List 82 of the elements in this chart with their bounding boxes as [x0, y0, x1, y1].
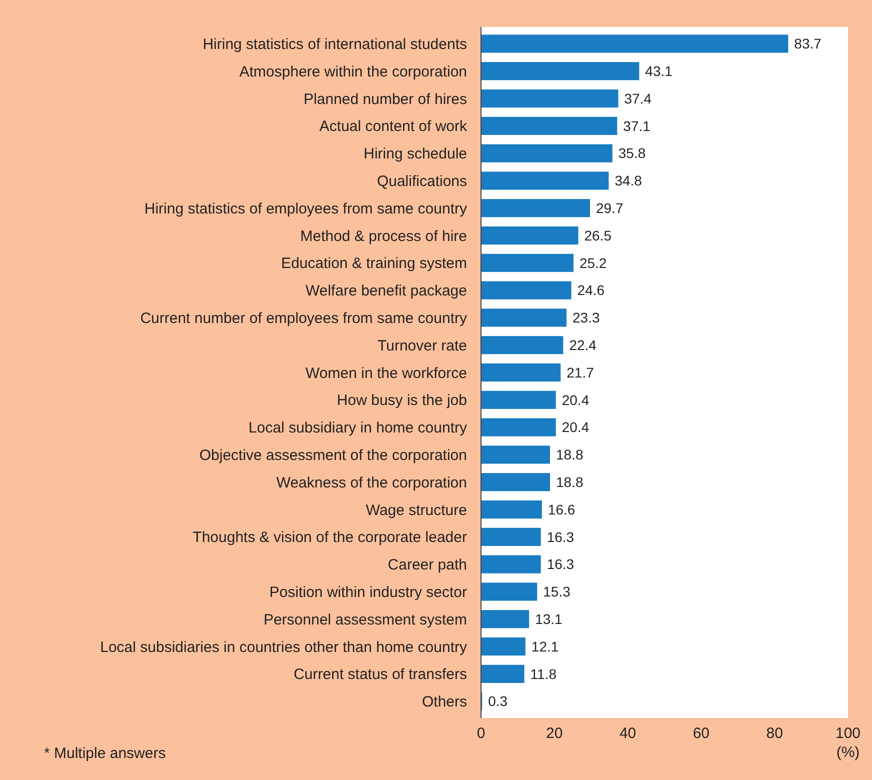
data-label: 12.1	[531, 638, 559, 654]
bar	[481, 418, 556, 436]
data-label: 26.5	[584, 227, 612, 244]
y-tick-label: Current number of employees from same country	[140, 310, 468, 327]
y-tick-label: Wage structure	[366, 502, 467, 519]
y-tick-label: Objective assessment of the corporation	[199, 446, 467, 464]
y-tick-label: Hiring schedule	[364, 146, 467, 163]
data-label: 16.6	[548, 501, 576, 518]
data-label: 13.1	[535, 611, 563, 627]
bar	[481, 528, 541, 546]
data-label: 16.3	[546, 556, 574, 572]
bar	[481, 363, 561, 382]
x-tick-label: 40	[619, 725, 636, 742]
data-label: 20.4	[562, 392, 590, 408]
data-label: 0.3	[488, 693, 508, 710]
y-tick-label: Local subsidiary in home country	[248, 420, 468, 437]
data-label: 37.1	[623, 118, 651, 134]
bar	[481, 336, 564, 354]
y-tick-label: Thoughts & vision of the corporate leader	[192, 529, 467, 546]
data-label: 18.8	[556, 446, 584, 463]
data-label: 25.2	[579, 254, 607, 271]
data-label: 21.7	[566, 364, 594, 380]
data-label: 15.3	[543, 584, 571, 600]
y-tick-label: Welfare benefit package	[306, 282, 467, 300]
y-tick-label: Women in the workforce	[306, 364, 467, 382]
bar	[481, 62, 640, 80]
bar	[481, 226, 578, 245]
data-label: 37.4	[624, 90, 652, 106]
bar	[481, 308, 567, 327]
data-label: 22.4	[569, 337, 597, 353]
data-label: 24.6	[577, 282, 605, 298]
y-tick-label: Actual content of work	[319, 118, 468, 136]
bar	[481, 199, 590, 218]
data-label: 35.8	[618, 145, 646, 162]
bar	[481, 144, 612, 162]
y-tick-label: Local subsidiaries in countries other than home country	[100, 638, 468, 656]
data-label: 34.8	[614, 172, 642, 189]
bar	[481, 390, 556, 409]
data-label: 83.7	[794, 36, 822, 52]
y-tick-label: Qualifications	[376, 172, 467, 190]
y-tick-label: Hiring statistics of employees from same country	[144, 200, 468, 218]
x-tick-label: 0	[476, 725, 486, 742]
y-tick-label: Others	[422, 694, 467, 711]
y-tick-label: Method & process of hire	[300, 228, 467, 245]
x-tick-label: 80	[766, 725, 783, 742]
bar	[481, 473, 550, 492]
bar	[481, 281, 572, 300]
data-label: 29.7	[596, 200, 624, 216]
y-tick-label: Education & training system	[281, 255, 467, 272]
data-label: 20.4	[562, 419, 590, 436]
bar	[481, 555, 541, 574]
bar	[481, 446, 550, 464]
x-tick-label: 100	[835, 725, 861, 742]
data-label: 11.8	[530, 666, 557, 682]
bar	[481, 582, 538, 601]
bar	[481, 172, 609, 190]
y-tick-label: Current status of transfers	[294, 666, 467, 684]
y-tick-label: Hiring statistics of international students	[202, 36, 467, 53]
y-tick-label: Position within industry sector	[269, 584, 467, 601]
bar	[481, 500, 542, 519]
x-axis-title: (%)	[836, 744, 860, 761]
x-tick-label: 20	[546, 725, 563, 742]
data-label: 43.1	[645, 63, 673, 79]
bar	[481, 89, 618, 108]
y-tick-label: Turnover rate	[378, 337, 467, 354]
y-tick-label: How busy is the job	[336, 392, 467, 410]
bar	[481, 637, 526, 656]
bar	[481, 34, 788, 53]
data-label: 16.3	[546, 528, 574, 545]
y-tick-label: Atmosphere within the corporation	[239, 63, 467, 80]
y-tick-label: Planned number of hires	[304, 90, 467, 108]
y-tick-label: Weakness of the corporation	[276, 474, 467, 492]
bar	[481, 116, 618, 135]
bar	[481, 610, 530, 628]
data-label: 23.3	[572, 310, 600, 326]
y-tick-label: Personnel assessment system	[264, 611, 467, 628]
bar	[481, 664, 524, 683]
y-tick-label: Career path	[388, 556, 467, 574]
x-tick-label: 60	[692, 725, 710, 742]
bar	[481, 254, 574, 272]
data-label: 18.8	[556, 474, 584, 490]
text: * Multiple answers	[44, 745, 166, 762]
